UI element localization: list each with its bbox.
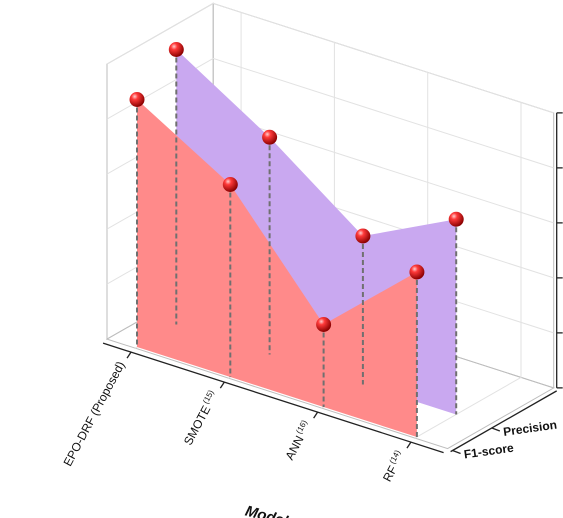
- category-name: EPO-DRF (Proposed): [61, 359, 128, 469]
- category-reference: (14): [388, 448, 403, 465]
- data-point: [262, 129, 278, 145]
- x-axis-title: Models: [243, 503, 297, 518]
- series-tick-label: F1-score: [463, 441, 515, 462]
- series-tick: [491, 427, 501, 432]
- x-tick-label: RF(14): [379, 448, 408, 484]
- x-tick: [313, 411, 319, 419]
- chart-droplines: [136, 49, 458, 437]
- category-gridline: [414, 102, 522, 439]
- x-tick-label: SMOTE(15): [180, 388, 221, 447]
- category-reference: (16): [294, 418, 309, 435]
- category-reference: (15): [201, 388, 216, 405]
- x-tick: [406, 441, 412, 449]
- chart-markers: [129, 42, 464, 332]
- data-point: [168, 42, 184, 57]
- x-tick: [126, 351, 132, 359]
- category-name: SMOTE: [181, 403, 213, 447]
- data-point: [409, 264, 425, 280]
- x-axis-line: [102, 342, 444, 454]
- data-point: [222, 177, 238, 192]
- value-gridline: [106, 2, 554, 114]
- chart-areas: [137, 49, 457, 437]
- area-f1-score: [137, 99, 417, 437]
- category-name: ANN: [282, 433, 306, 462]
- series-axis-line: [450, 390, 558, 453]
- x-tick-label: ANN(16): [282, 418, 315, 462]
- data-point: [448, 211, 464, 227]
- series-tick: [452, 449, 461, 455]
- data-point: [355, 228, 371, 244]
- x-tick: [219, 381, 225, 389]
- data-point: [129, 92, 145, 107]
- category-name: RF: [380, 463, 400, 484]
- series-tick-label: Precision: [502, 418, 557, 439]
- x-tick-label: EPO-DRF (Proposed): [61, 359, 128, 469]
- data-point: [316, 317, 332, 332]
